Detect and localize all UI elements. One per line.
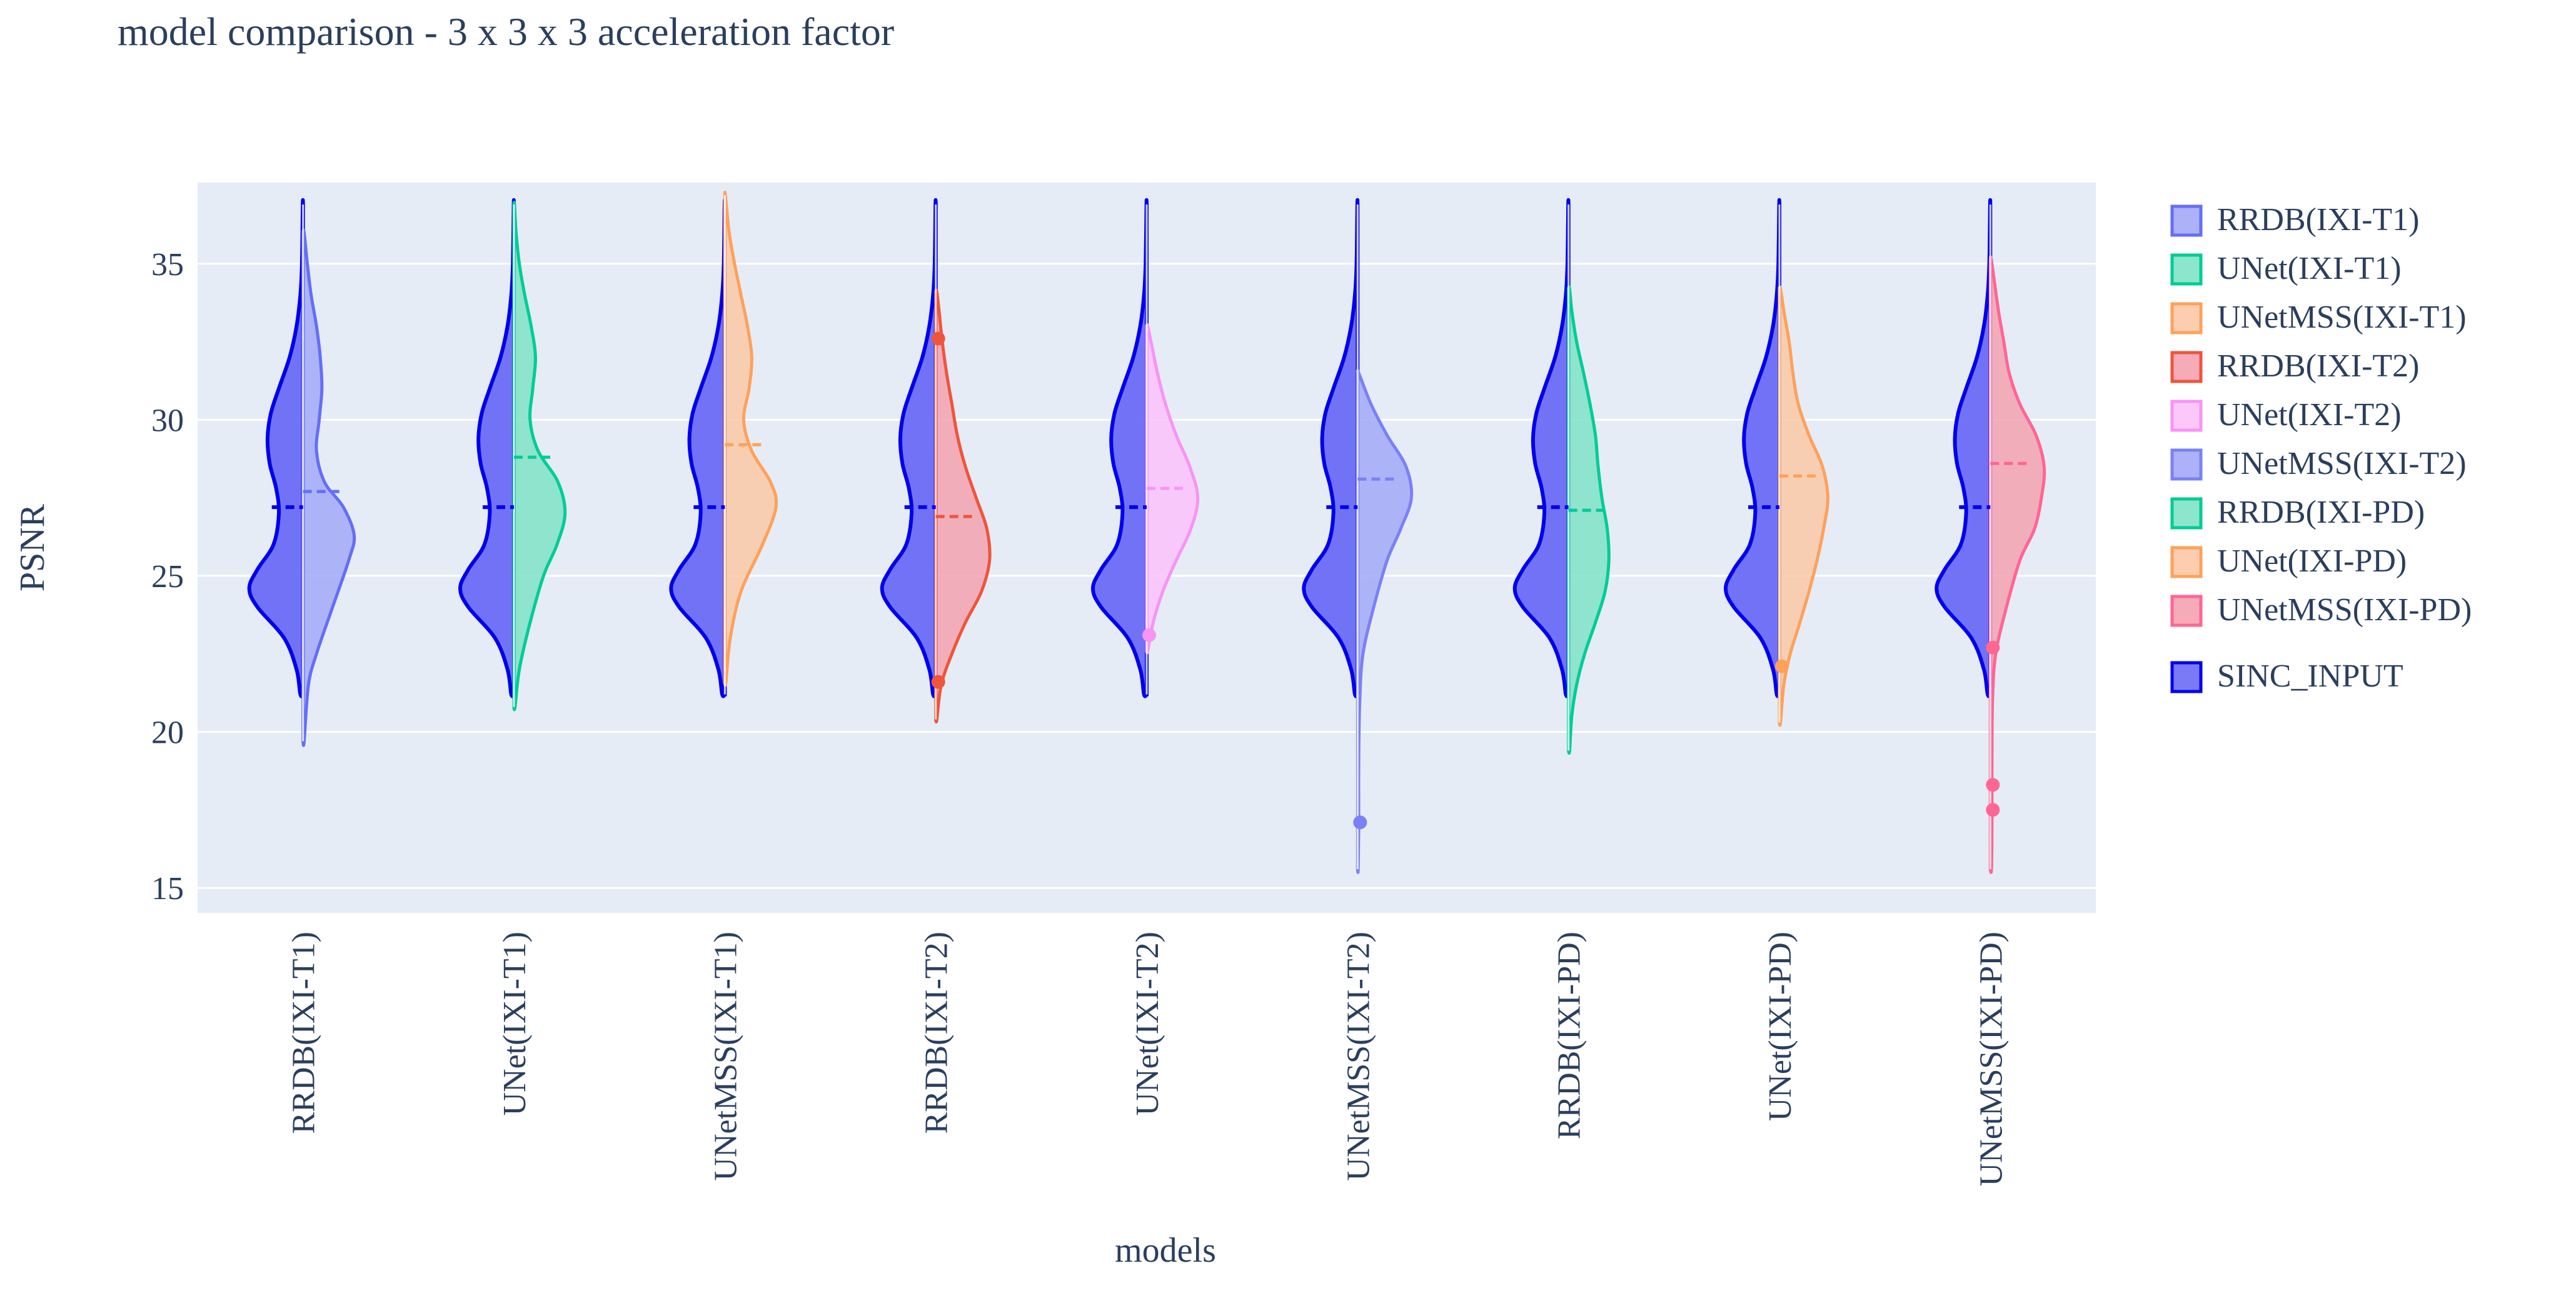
x-axis-title: models — [1115, 1231, 1216, 1270]
violin-group[interactable] — [1302, 198, 1414, 874]
x-tick-label: UNet(IXI-T1) — [497, 932, 533, 1116]
legend-item[interactable]: RRDB(IXI-PD) — [2170, 495, 2425, 530]
outlier-point[interactable] — [1142, 628, 1156, 642]
violin-left-sinc-input[interactable] — [880, 198, 938, 698]
legend-item[interactable]: UNet(IXI-PD) — [2170, 543, 2407, 579]
legend-label: UNetMSS(IXI-T2) — [2217, 446, 2467, 481]
legend-swatch — [2170, 204, 2203, 237]
y-axis-ticks: 15 20 25 30 35 — [151, 247, 184, 907]
legend-label: RRDB(IXI-PD) — [2217, 495, 2425, 530]
legend-label: UNet(IXI-T1) — [2217, 251, 2402, 286]
legend-swatch — [2170, 595, 2203, 627]
y-tick-label: 30 — [151, 403, 184, 438]
legend-item[interactable]: RRDB(IXI-T1) — [2170, 202, 2420, 238]
violin-group[interactable] — [247, 198, 356, 747]
legend-label: UNet(IXI-T2) — [2217, 397, 2402, 433]
outlier-point[interactable] — [931, 675, 945, 689]
violin-group[interactable] — [880, 198, 992, 724]
violin-group[interactable] — [1512, 198, 1611, 755]
x-tick-label: RRDB(IXI-T2) — [919, 932, 955, 1134]
legend-swatch — [2170, 546, 2203, 578]
y-tick-label: 25 — [151, 559, 184, 595]
violin-left-sinc-input[interactable] — [1723, 198, 1781, 698]
violin-group[interactable] — [669, 191, 778, 698]
legend-item[interactable]: UNet(IXI-T1) — [2170, 251, 2402, 286]
y-tick-label: 20 — [151, 715, 184, 750]
violin-right-model[interactable] — [1778, 285, 1829, 727]
x-tick-label: UNet(IXI-PD) — [1763, 932, 1798, 1121]
legend-label: RRDB(IXI-T2) — [2217, 348, 2420, 384]
violin-group[interactable] — [1090, 198, 1200, 698]
violin-right-model[interactable] — [934, 289, 992, 724]
x-tick-label: UNetMSS(IXI-T2) — [1341, 932, 1376, 1181]
y-axis-title: PSNR — [13, 503, 52, 591]
legend-label: UNetMSS(IXI-T1) — [2217, 299, 2467, 335]
legend-swatch — [2170, 400, 2203, 432]
chart-title: model comparison - 3 x 3 x 3 acceleratio… — [118, 9, 894, 54]
violins — [247, 191, 2046, 874]
x-tick-label: UNetMSS(IXI-T1) — [708, 932, 743, 1181]
legend-swatch — [2170, 497, 2203, 530]
violin-left-sinc-input[interactable] — [458, 198, 516, 698]
legend-item[interactable]: UNetMSS(IXI-T2) — [2170, 446, 2467, 481]
violin-left-sinc-input[interactable] — [1935, 198, 1993, 698]
legend-item[interactable]: RRDB(IXI-T2) — [2170, 348, 2420, 384]
violin-left-sinc-input[interactable] — [1512, 198, 1571, 698]
x-tick-label: RRDB(IXI-PD) — [1552, 932, 1587, 1139]
legend-item[interactable]: UNet(IXI-T2) — [2170, 397, 2402, 433]
y-tick-label: 35 — [151, 247, 184, 283]
legend-item[interactable]: UNetMSS(IXI-T1) — [2170, 299, 2467, 335]
violin-right-model[interactable] — [1356, 369, 1414, 874]
legend-swatch — [2170, 661, 2203, 693]
outlier-point[interactable] — [931, 331, 945, 346]
violin-left-sinc-input[interactable] — [247, 198, 305, 698]
violin-group[interactable] — [458, 198, 567, 712]
outlier-point[interactable] — [1986, 640, 2000, 655]
outlier-point[interactable] — [1353, 815, 1367, 830]
violin-left-sinc-input[interactable] — [1302, 198, 1360, 698]
legend-item[interactable]: UNetMSS(IXI-PD) — [2170, 592, 2472, 628]
violin-left-sinc-input[interactable] — [1090, 198, 1149, 698]
violin-group[interactable] — [1723, 198, 1829, 727]
legend-swatch — [2170, 253, 2203, 286]
violin-right-model[interactable] — [1145, 323, 1200, 655]
x-tick-label: RRDB(IXI-T1) — [286, 932, 322, 1134]
legend-item[interactable]: SINC_INPUT — [2170, 658, 2403, 694]
legend[interactable]: RRDB(IXI-T1) UNet(IXI-T1) UNetMSS(IXI-T1) R… — [2170, 202, 2472, 694]
legend-label: UNetMSS(IXI-PD) — [2217, 592, 2472, 628]
outlier-point[interactable] — [1775, 659, 1789, 673]
violin-group[interactable] — [1935, 198, 2046, 874]
outlier-point[interactable] — [1986, 803, 2000, 817]
y-tick-label: 15 — [151, 871, 184, 907]
violin-right-model[interactable] — [1988, 255, 2046, 874]
legend-swatch — [2170, 351, 2203, 383]
x-tick-label: UNetMSS(IXI-PD) — [1973, 932, 2009, 1186]
legend-label: SINC_INPUT — [2217, 658, 2403, 694]
x-tick-label: UNet(IXI-T2) — [1130, 932, 1165, 1116]
violin-right-model[interactable] — [723, 191, 778, 687]
legend-swatch — [2170, 302, 2203, 335]
x-axis-ticks: RRDB(IXI-T1) UNet(IXI-T1) UNetMSS(IXI-T1) R… — [286, 932, 2010, 1186]
legend-swatch — [2170, 448, 2203, 481]
legend-label: RRDB(IXI-T1) — [2217, 202, 2420, 238]
outlier-point[interactable] — [1986, 778, 2000, 792]
violin-right-model[interactable] — [512, 201, 567, 712]
violin-left-sinc-input[interactable] — [669, 198, 727, 698]
violin-right-model[interactable] — [301, 228, 356, 747]
legend-label: UNet(IXI-PD) — [2217, 543, 2407, 579]
